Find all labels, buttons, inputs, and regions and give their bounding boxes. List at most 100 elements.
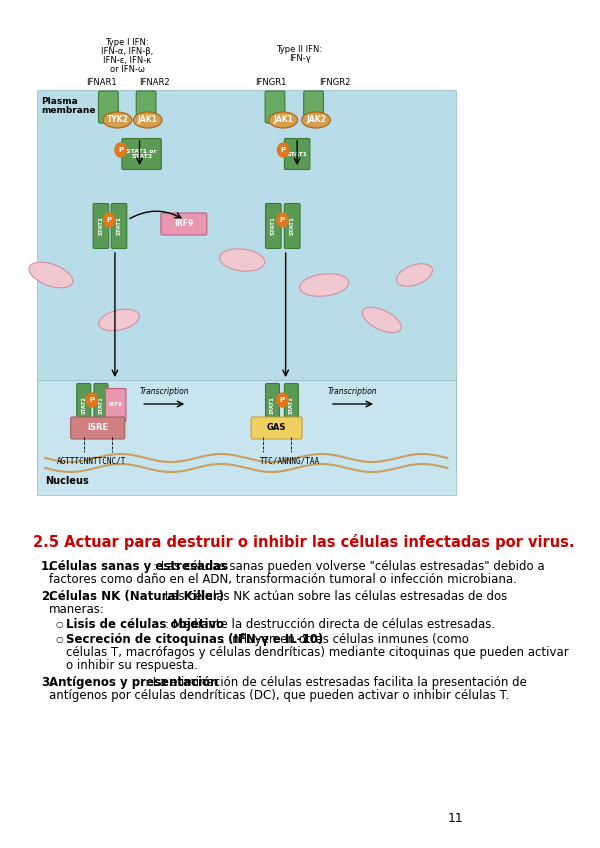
Text: GAS: GAS <box>267 423 286 432</box>
Text: : Mediante la destrucción directa de células estresadas.: : Mediante la destrucción directa de cél… <box>165 618 496 631</box>
Ellipse shape <box>397 264 433 287</box>
Text: ISRE: ISRE <box>87 423 108 432</box>
Text: maneras:: maneras: <box>49 603 105 616</box>
Ellipse shape <box>29 262 73 287</box>
Text: STAT1: STAT1 <box>287 152 308 157</box>
Text: STAT1: STAT1 <box>289 396 294 414</box>
Text: Type II IFN:: Type II IFN: <box>277 45 323 54</box>
FancyBboxPatch shape <box>37 380 455 495</box>
Ellipse shape <box>269 112 298 128</box>
Text: STAT2: STAT2 <box>81 396 86 414</box>
Text: STAT1: STAT1 <box>290 216 295 236</box>
FancyBboxPatch shape <box>266 204 281 248</box>
Circle shape <box>277 213 288 227</box>
FancyBboxPatch shape <box>265 91 285 123</box>
FancyBboxPatch shape <box>71 417 125 439</box>
Text: IFN-γ: IFN-γ <box>289 54 310 63</box>
Ellipse shape <box>99 310 139 331</box>
FancyBboxPatch shape <box>284 138 310 170</box>
Text: TYK2: TYK2 <box>106 115 128 125</box>
Text: Transcription: Transcription <box>328 388 378 397</box>
Circle shape <box>115 143 127 157</box>
Text: antígenos por células dendríticas (DC), que pueden activar o inhibir células T.: antígenos por células dendríticas (DC), … <box>49 689 509 702</box>
Circle shape <box>103 213 115 227</box>
Text: STAT1: STAT1 <box>271 216 276 236</box>
Text: Type I IFN:: Type I IFN: <box>106 38 149 47</box>
Circle shape <box>277 393 288 407</box>
FancyBboxPatch shape <box>98 91 118 123</box>
Text: Nucleus: Nucleus <box>45 476 89 486</box>
Text: AGTTTCNNTTCNC/T: AGTTTCNNTTCNC/T <box>57 456 127 465</box>
FancyBboxPatch shape <box>266 383 280 427</box>
Text: STAT1: STAT1 <box>270 396 275 414</box>
Text: factores como daño en el ADN, transformación tumoral o infección microbiana.: factores como daño en el ADN, transforma… <box>49 573 517 586</box>
FancyBboxPatch shape <box>251 417 302 439</box>
Ellipse shape <box>220 248 265 271</box>
Text: IFNGR2: IFNGR2 <box>319 78 350 87</box>
Text: STAT1 or
STAT2: STAT1 or STAT2 <box>126 148 157 159</box>
Text: IRF9: IRF9 <box>174 220 193 228</box>
Text: JAK2: JAK2 <box>306 115 326 125</box>
Text: 2.: 2. <box>41 590 54 603</box>
Ellipse shape <box>103 112 132 128</box>
Text: JAK1: JAK1 <box>273 115 293 125</box>
Text: : La eliminación de células estresadas facilita la presentación de: : La eliminación de células estresadas f… <box>145 676 527 689</box>
Ellipse shape <box>299 274 349 296</box>
Text: IFNAR1: IFNAR1 <box>86 78 116 87</box>
Text: 11: 11 <box>448 812 464 825</box>
FancyBboxPatch shape <box>284 204 300 248</box>
FancyBboxPatch shape <box>94 383 108 427</box>
Text: : Influyen en otras células inmunes (como: : Influyen en otras células inmunes (com… <box>221 633 469 646</box>
Text: STAT1: STAT1 <box>116 216 122 236</box>
Circle shape <box>86 393 98 407</box>
Text: P: P <box>280 217 285 223</box>
Ellipse shape <box>302 112 331 128</box>
Text: IFN-ε, IFN-κ: IFN-ε, IFN-κ <box>103 56 151 65</box>
Text: Lisis de células objetivo: Lisis de células objetivo <box>65 618 224 631</box>
FancyBboxPatch shape <box>93 204 109 248</box>
FancyBboxPatch shape <box>33 20 460 510</box>
Text: JAK1: JAK1 <box>138 115 158 125</box>
FancyBboxPatch shape <box>111 204 127 248</box>
Text: Células NK (Natural Killer): Células NK (Natural Killer) <box>49 590 224 603</box>
Text: P: P <box>280 397 285 403</box>
FancyBboxPatch shape <box>77 383 91 427</box>
Text: 1.: 1. <box>41 560 54 573</box>
Circle shape <box>277 143 289 157</box>
Text: STAT1: STAT1 <box>98 396 103 414</box>
Text: 3.: 3. <box>41 676 54 689</box>
Text: membrane: membrane <box>41 106 95 115</box>
Text: TTC/ANNNG/TAA: TTC/ANNNG/TAA <box>260 456 320 465</box>
Text: células T, macrófagos y células dendríticas) mediante citoquinas que pueden acti: células T, macrófagos y células dendríti… <box>65 646 568 659</box>
Text: P: P <box>118 147 123 153</box>
FancyBboxPatch shape <box>122 138 161 170</box>
Text: Secreción de citoquinas (IFN-γ e IL-10): Secreción de citoquinas (IFN-γ e IL-10) <box>65 633 323 646</box>
Text: P: P <box>107 217 112 223</box>
Text: IRF9: IRF9 <box>109 403 122 408</box>
Text: IFN-α, IFN-β,: IFN-α, IFN-β, <box>101 47 154 56</box>
FancyBboxPatch shape <box>161 213 207 235</box>
Text: Antígenos y presentación: Antígenos y presentación <box>49 676 218 689</box>
Text: IFNGR1: IFNGR1 <box>255 78 287 87</box>
FancyBboxPatch shape <box>37 90 455 470</box>
Text: Células sanas y estresadas: Células sanas y estresadas <box>49 560 229 573</box>
FancyBboxPatch shape <box>106 388 126 421</box>
Ellipse shape <box>133 112 162 128</box>
Text: P: P <box>281 147 286 153</box>
Ellipse shape <box>362 307 401 332</box>
Text: 2.5 Actuar para destruir o inhibir las células infectadas por virus.: 2.5 Actuar para destruir o inhibir las c… <box>33 534 574 550</box>
FancyBboxPatch shape <box>304 91 323 123</box>
Text: : Las células NK actúan sobre las células estresadas de dos: : Las células NK actúan sobre las célula… <box>157 590 507 603</box>
Text: STAT2: STAT2 <box>98 216 103 236</box>
Text: o inhibir su respuesta.: o inhibir su respuesta. <box>65 659 197 672</box>
Text: or IFN-ω: or IFN-ω <box>110 65 145 74</box>
Text: P: P <box>89 397 94 403</box>
Text: IFNAR2: IFNAR2 <box>139 78 170 87</box>
Text: Plasma: Plasma <box>41 97 78 106</box>
Text: ○: ○ <box>56 635 63 644</box>
Text: : Las células sanas pueden volverse "células estresadas" debido a: : Las células sanas pueden volverse "cél… <box>153 560 544 573</box>
Text: Transcription: Transcription <box>139 388 189 397</box>
FancyBboxPatch shape <box>136 91 156 123</box>
Text: ○: ○ <box>56 620 63 629</box>
FancyBboxPatch shape <box>284 383 298 427</box>
